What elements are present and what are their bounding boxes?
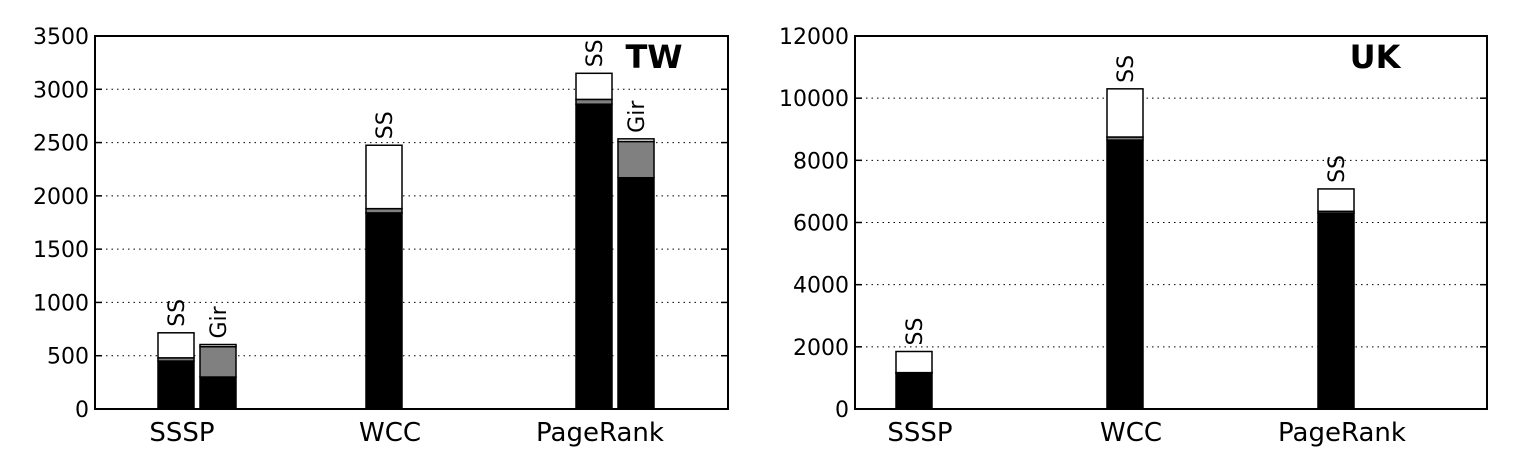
bar-segment (199, 345, 237, 378)
y-tick-label: 10000 (779, 87, 849, 112)
y-tick-label: 1000 (33, 291, 89, 316)
axes-frame (94, 35, 729, 410)
bar-segment (157, 360, 195, 410)
y-tick-label: 500 (47, 345, 89, 370)
panel-uk: 0 2000 4000 6000 8000 10000 12000 SS SS SS SSSP WCC… (779, 25, 1488, 448)
y-tick-label: 0 (75, 398, 89, 423)
bar-label: SS (1325, 155, 1350, 183)
x-tick-label: WCC (1100, 418, 1162, 448)
bar-label: SS (373, 111, 398, 139)
bar-segment (1106, 139, 1144, 410)
bar-segment (199, 343, 237, 348)
bar-segment (365, 212, 403, 410)
bar-segment (895, 350, 933, 374)
y-tick-label: 3000 (33, 78, 89, 103)
panel-tw: 0 500 1000 1500 2000 2500 3000 3500 SS Gir SS SS Gir… (33, 25, 729, 448)
bar-label: SS (903, 318, 928, 346)
bar-segment (365, 144, 403, 210)
x-tick-label: WCC (359, 418, 421, 448)
y-tick-label: 0 (835, 398, 849, 423)
bar-segment (617, 140, 655, 179)
x-tick-label: PageRank (1278, 418, 1406, 448)
x-tick-label: SSSP (887, 418, 952, 448)
bar-label: Gir (207, 305, 232, 338)
bar-segment (199, 376, 237, 410)
bar-label: Gir (625, 100, 650, 133)
bar-segment (1106, 88, 1144, 138)
bar-label: SS (165, 299, 190, 327)
x-tick-label: PageRank (536, 418, 664, 448)
axes-frame (854, 35, 1488, 410)
y-tick-label: 6000 (793, 212, 849, 237)
bar-segment (1317, 188, 1355, 213)
bar-segment (1317, 212, 1355, 410)
y-tick-label: 2500 (33, 132, 89, 157)
y-tick-label: 4000 (793, 274, 849, 299)
bar-segment (617, 176, 655, 410)
y-tick-label: 3500 (33, 25, 89, 50)
y-tick-label: 2000 (33, 185, 89, 210)
y-tick-label: 2000 (793, 336, 849, 361)
y-tick-label: 1500 (33, 238, 89, 263)
bar-segment (575, 72, 613, 101)
bar-segment (575, 103, 613, 410)
panel-label: TW (625, 38, 682, 76)
x-tick-label: SSSP (149, 418, 214, 448)
bar-segment (895, 372, 933, 410)
bar-segment (617, 138, 655, 143)
y-tick-label: 12000 (779, 25, 849, 50)
bar-segment (157, 332, 195, 359)
y-tick-label: 8000 (793, 149, 849, 174)
bar-label: SS (1114, 55, 1139, 83)
bar-label: SS (583, 39, 608, 67)
panel-label: UK (1350, 38, 1402, 76)
